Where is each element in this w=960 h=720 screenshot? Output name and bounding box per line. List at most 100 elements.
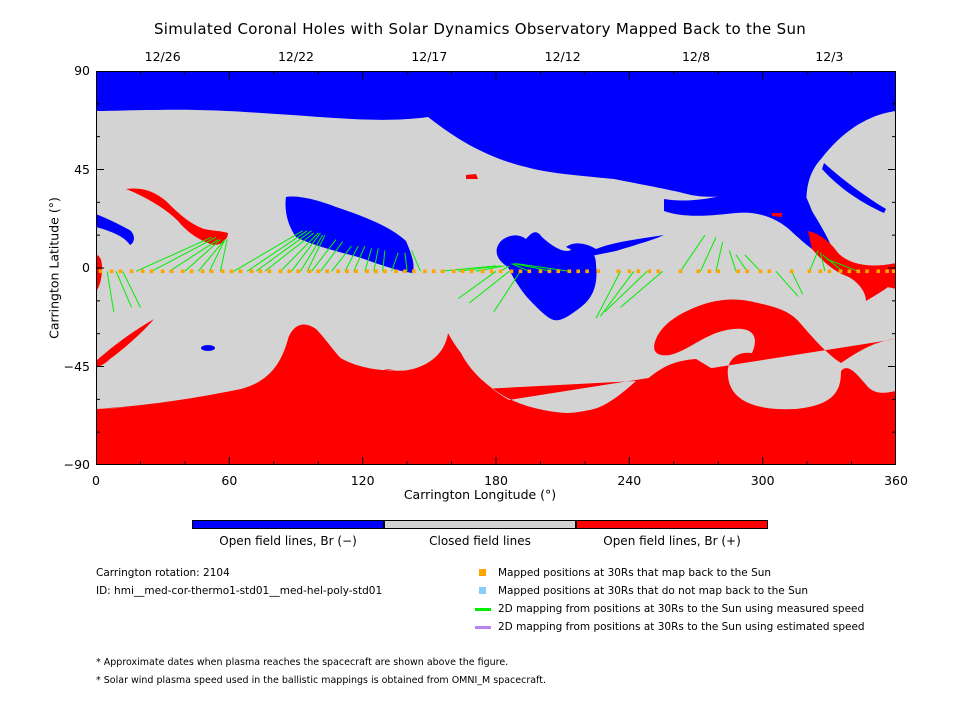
mapped-point — [180, 269, 185, 274]
mapped-point — [98, 269, 103, 274]
positive-hole-near-55 — [126, 188, 228, 245]
legend-marker — [475, 608, 491, 611]
mapping-line — [353, 245, 366, 272]
mapping-line — [620, 270, 663, 308]
coronal-hole-map — [96, 71, 896, 465]
mapped-point — [129, 269, 134, 274]
mapped-point — [865, 269, 869, 274]
axis-ticks — [96, 71, 896, 465]
mapping-line — [246, 230, 308, 272]
mapping-line — [699, 237, 717, 272]
y-tick-label: −90 — [63, 457, 90, 472]
x-tick-label: 360 — [884, 473, 908, 488]
mapped-point — [818, 269, 823, 274]
mapped-point — [229, 269, 234, 274]
y-tick-label: 45 — [74, 161, 90, 177]
mapped-point — [451, 269, 456, 274]
mapped-point — [509, 269, 514, 274]
mapped-point — [576, 269, 581, 274]
mapping-line — [344, 245, 359, 272]
colorbar-label: Open field lines, Br (−) — [219, 534, 357, 548]
mapped-point — [296, 269, 301, 274]
legend-label: 2D mapping from positions at 30Rs to the… — [498, 621, 865, 633]
mapped-point — [354, 269, 358, 274]
mapped-point — [307, 269, 312, 274]
mapping-line — [822, 254, 843, 272]
mapped-point — [238, 269, 243, 274]
mapped-point — [678, 269, 683, 274]
mapping-line — [291, 232, 321, 272]
negative-hole-east — [664, 165, 836, 263]
south-red-curl — [376, 369, 396, 379]
mapping-line — [280, 232, 319, 272]
mapped-points — [98, 269, 896, 274]
mapped-point — [527, 269, 532, 274]
blue-strand-east — [822, 163, 886, 213]
mapping-line — [264, 232, 315, 272]
mapping-line — [169, 239, 219, 272]
mapping-line — [115, 271, 133, 308]
mapped-point — [876, 269, 881, 274]
colorbar-label: Closed field lines — [429, 534, 531, 548]
mapping-line — [219, 239, 228, 272]
mapping-line — [458, 265, 501, 272]
blue-strand-west — [96, 214, 134, 245]
red-spot-east — [772, 213, 782, 217]
mapping-line — [373, 248, 379, 272]
mapping-line — [320, 241, 344, 272]
mapping-line — [808, 250, 819, 272]
mapping-line — [440, 265, 497, 272]
model-id: ID: hmi__med-cor-thermo1-std01__med-hel-… — [96, 585, 383, 597]
mapping-line — [600, 270, 635, 317]
mapping-line — [364, 248, 373, 272]
mapped-point — [616, 269, 621, 274]
blue-spot — [201, 345, 215, 351]
date-label: 12/26 — [144, 49, 181, 64]
mapping-line — [744, 254, 761, 272]
mapped-point — [596, 269, 601, 274]
mapping-line — [826, 258, 859, 272]
mapped-point — [807, 269, 812, 274]
mapped-point — [480, 269, 485, 274]
mapped-point — [316, 269, 321, 274]
mapping-line — [680, 234, 706, 272]
date-label: 12/17 — [411, 49, 448, 64]
mapped-point — [885, 269, 889, 274]
mapped-point — [160, 269, 165, 274]
y-axis-label: Carrington Latitude (°) — [46, 197, 62, 339]
mapped-point — [336, 269, 341, 274]
mapping-line — [411, 250, 421, 272]
south-hole-base — [96, 331, 896, 465]
legend-marker — [475, 626, 491, 629]
mapped-point — [140, 269, 145, 274]
mapped-point — [647, 269, 652, 274]
y-tick-label: 90 — [74, 63, 90, 78]
mapped-point — [374, 269, 378, 274]
mapped-point — [767, 269, 772, 274]
mapped-point — [736, 269, 741, 274]
mapping-line — [208, 239, 226, 272]
mapped-point — [189, 269, 194, 274]
mapping-line — [457, 270, 497, 300]
mapped-point — [403, 269, 407, 274]
mapped-point — [440, 269, 445, 274]
positive-strand-west — [96, 319, 154, 367]
mapped-point — [411, 269, 416, 274]
mapped-point — [498, 269, 503, 274]
mapping-line — [255, 230, 312, 272]
mapped-point — [585, 269, 589, 274]
x-tick-label: 0 — [92, 473, 100, 488]
mapped-point — [220, 269, 225, 274]
mapping-line — [475, 265, 505, 272]
mapped-point — [758, 269, 763, 274]
legend-label: 2D mapping from positions at 30Rs to the… — [498, 603, 865, 615]
mapped-point — [538, 269, 543, 274]
legend-label: Mapped positions at 30Rs that map back t… — [498, 567, 772, 579]
mapping-line — [735, 254, 748, 272]
mapping-line — [515, 263, 570, 272]
note-speed: * Solar wind plasma speed used in the ba… — [96, 675, 546, 686]
mapping-line — [233, 230, 303, 272]
mapped-point — [716, 269, 721, 274]
legend-marker — [479, 569, 486, 576]
mapping-line — [604, 270, 648, 313]
